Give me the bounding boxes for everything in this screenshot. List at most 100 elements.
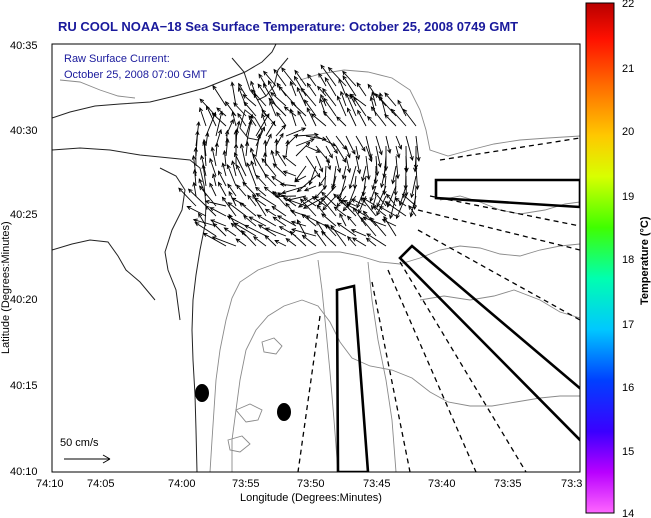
current-vector-head (285, 139, 290, 145)
current-vector-head (238, 82, 243, 88)
x-axis: 74:10 74:05 74:00 73:55 73:50 73:45 73:4… (36, 478, 582, 504)
current-vector-head (378, 150, 383, 156)
current-vector (352, 237, 367, 247)
current-vector (318, 73, 327, 87)
current-vector (318, 175, 327, 187)
current-vector-head (389, 214, 394, 220)
current-vector (415, 135, 420, 161)
colorbar-tick: 19 (622, 191, 634, 203)
current-vector-head (345, 92, 350, 98)
current-vector-head (187, 188, 193, 194)
current-vector-head (384, 200, 390, 206)
current-vector-head (345, 203, 351, 208)
current-vector (373, 206, 387, 217)
current-vector (231, 197, 247, 207)
current-vector-head (256, 214, 262, 219)
coastline (52, 44, 289, 472)
current-vector-head (227, 201, 233, 207)
current-vector (411, 175, 417, 198)
current-vector-head (226, 215, 232, 220)
current-vector (237, 113, 247, 127)
current-vector (363, 211, 377, 227)
current-vector-head (409, 156, 414, 161)
current-vector (290, 109, 297, 127)
current-vector (277, 215, 297, 227)
current-vector (334, 206, 347, 217)
current-vector (347, 108, 357, 127)
current-vector (328, 67, 347, 87)
current-vector (325, 155, 331, 170)
current-vector (271, 150, 277, 167)
current-vector-head (257, 224, 263, 229)
current-vector (203, 141, 207, 167)
current-vector (227, 202, 247, 217)
current-vector (355, 145, 360, 160)
current-vector-head (278, 226, 284, 231)
current-vector-head (338, 78, 343, 84)
current-vector-head (276, 111, 281, 117)
current-vector-head (317, 201, 323, 206)
current-vector-head (223, 227, 229, 232)
current-vector (300, 198, 317, 217)
current-vector-head (253, 92, 258, 98)
current-vector-head (387, 148, 392, 154)
y-axis-label: Latitude (Degrees:Minutes) (0, 221, 12, 354)
current-vector (255, 186, 267, 197)
current-vector (365, 155, 370, 180)
current-vector (345, 155, 351, 173)
current-vector-head (290, 220, 296, 225)
x-tick-label: 73:3 (561, 478, 582, 490)
current-vector (335, 135, 347, 150)
current-vector (275, 195, 297, 198)
current-vector-head (198, 185, 204, 191)
current-vector (265, 121, 276, 137)
scale-label: 50 cm/s (60, 437, 99, 449)
current-vector-head (317, 85, 322, 91)
current-vector (294, 76, 307, 97)
current-vector (396, 195, 407, 219)
current-vector-head (383, 215, 388, 221)
current-vector (210, 219, 227, 227)
current-vector (236, 184, 247, 197)
current-vector-head (351, 149, 356, 155)
current-vector (323, 98, 337, 117)
current-vector-head (231, 160, 236, 166)
current-vector-head (234, 152, 238, 157)
current-vector-head (403, 185, 408, 191)
current-vector (356, 82, 367, 97)
current-vector-head (265, 113, 270, 119)
current-vector (392, 165, 397, 184)
current-vector (382, 219, 397, 227)
current-vector-head (224, 100, 230, 106)
current-vector-head (360, 196, 365, 202)
current-vector (351, 198, 367, 207)
current-vector-head (274, 240, 280, 244)
current-vector (395, 135, 402, 150)
current-vector-head (237, 86, 243, 92)
current-vector-head (212, 111, 217, 117)
current-vector (305, 145, 320, 153)
x-tick-label: 73:40 (428, 478, 456, 490)
current-vector-head (362, 216, 368, 221)
current-vector-head (289, 108, 294, 114)
current-vector (227, 183, 237, 197)
current-vector-head (321, 136, 327, 141)
current-vector (264, 235, 277, 247)
current-vector-head (316, 220, 321, 226)
current-vector (414, 155, 417, 172)
current-vector (252, 153, 267, 177)
current-vector-head (243, 224, 249, 229)
current-vector-head (311, 195, 317, 201)
current-vector (350, 93, 367, 107)
current-vector-head (205, 131, 210, 137)
current-vector-head (319, 98, 324, 104)
current-vector-head (324, 76, 329, 82)
x-tick-label: 74:00 (168, 478, 196, 490)
current-vector (212, 85, 227, 107)
current-vector (410, 195, 417, 217)
current-vector-head (271, 176, 277, 181)
current-vector (336, 116, 347, 127)
current-vector-head (376, 211, 381, 217)
current-vector (296, 87, 307, 107)
current-vector-head (198, 178, 203, 184)
